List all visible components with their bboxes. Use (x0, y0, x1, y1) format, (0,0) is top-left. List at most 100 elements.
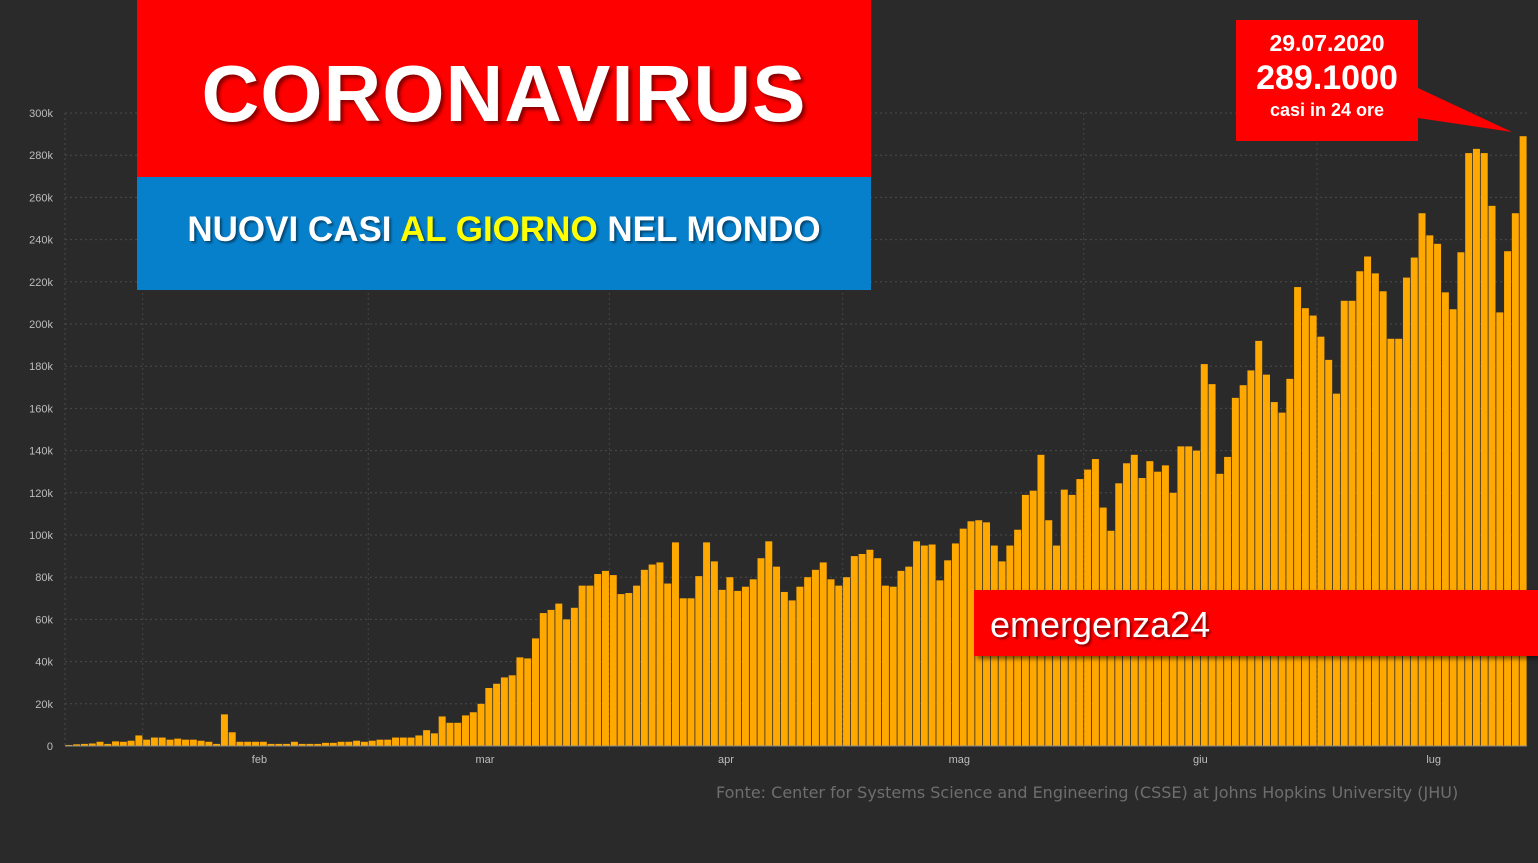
bar (679, 598, 687, 746)
y-tick-label: 280k (29, 150, 53, 162)
bar (1418, 213, 1426, 747)
bar (1247, 370, 1255, 746)
bar (415, 735, 423, 746)
callout-date: 29.07.2020 (1269, 30, 1385, 56)
bar (1480, 153, 1488, 747)
y-tick-label: 80k (35, 572, 53, 584)
bar (601, 570, 609, 746)
y-tick-label: 40k (35, 657, 53, 669)
bar (726, 577, 734, 746)
bar (197, 740, 205, 746)
bar (290, 741, 298, 746)
bar (1356, 271, 1364, 746)
bar (189, 739, 197, 746)
bar (913, 541, 921, 746)
bar (96, 741, 104, 746)
subtitle-suffix: NEL MONDO (597, 209, 821, 249)
brand-name: emergenza24 (990, 604, 1211, 645)
chart-title: CORONAVIRUS (201, 48, 807, 138)
bar (936, 580, 944, 746)
bar (360, 741, 368, 746)
bar (780, 591, 788, 746)
bar (438, 716, 446, 746)
bar (1519, 136, 1527, 746)
bar (648, 564, 656, 746)
bar (578, 585, 586, 746)
bar (695, 576, 703, 746)
bar (1387, 338, 1395, 746)
bar (524, 658, 532, 746)
bar (454, 722, 462, 746)
bar (462, 715, 469, 746)
bar (228, 732, 236, 746)
x-tick-label-apr: apr (718, 754, 734, 766)
bar (112, 741, 120, 746)
bar (765, 541, 773, 746)
bar (345, 741, 353, 746)
bar (1379, 291, 1387, 746)
bar (1472, 148, 1480, 746)
bar (539, 613, 547, 746)
bar (1434, 243, 1442, 746)
bar (843, 577, 851, 746)
bar (532, 638, 539, 746)
bar (804, 577, 812, 746)
subtitle-banner: NUOVI CASI AL GIORNO NEL MONDO (137, 177, 871, 290)
bar (493, 683, 501, 746)
bar (951, 543, 959, 746)
bar (143, 739, 151, 746)
bar (423, 730, 431, 746)
bar (337, 741, 345, 746)
x-tick-label-lug: lug (1426, 754, 1441, 766)
bar (469, 712, 477, 746)
bar (1395, 338, 1403, 746)
bar (835, 585, 843, 746)
y-tick-label: 20k (35, 699, 53, 711)
bar (127, 740, 135, 746)
bar (959, 528, 967, 746)
bar (399, 737, 407, 746)
bar (920, 545, 928, 746)
bar (1208, 384, 1216, 746)
bar (244, 741, 252, 746)
bar (430, 733, 438, 746)
bar (1426, 235, 1434, 746)
source-note: Fonte: Center for Systems Science and En… (716, 783, 1459, 802)
bar (213, 743, 221, 746)
bar (298, 743, 306, 746)
bar (485, 687, 493, 746)
bar (283, 743, 291, 746)
x-tick-label-giu: giu (1193, 754, 1208, 766)
bar (477, 703, 485, 746)
bar (967, 521, 975, 746)
bar (368, 740, 376, 746)
y-tick-label: 180k (29, 361, 53, 373)
bar (633, 585, 641, 746)
bar (811, 569, 819, 746)
bar (1255, 340, 1263, 746)
bar (500, 677, 508, 746)
y-tick-label: 200k (29, 319, 53, 331)
bar (944, 560, 952, 746)
bar (174, 738, 182, 746)
bar (1294, 287, 1302, 746)
bar (1504, 251, 1512, 746)
bar (1332, 393, 1340, 746)
bar (516, 657, 524, 746)
bar (135, 735, 143, 746)
bar (710, 561, 718, 747)
bar (819, 562, 827, 746)
bar (88, 743, 96, 746)
bar (205, 741, 213, 746)
y-tick-label: 0 (47, 741, 53, 753)
title-banner: CORONAVIRUS (137, 0, 871, 177)
bar (314, 743, 322, 746)
bar (796, 586, 804, 746)
bar (866, 549, 874, 746)
bar (594, 574, 602, 746)
bar (905, 566, 913, 746)
bar (889, 586, 897, 746)
bar (609, 575, 617, 746)
bar (322, 742, 330, 746)
bar (850, 556, 858, 746)
